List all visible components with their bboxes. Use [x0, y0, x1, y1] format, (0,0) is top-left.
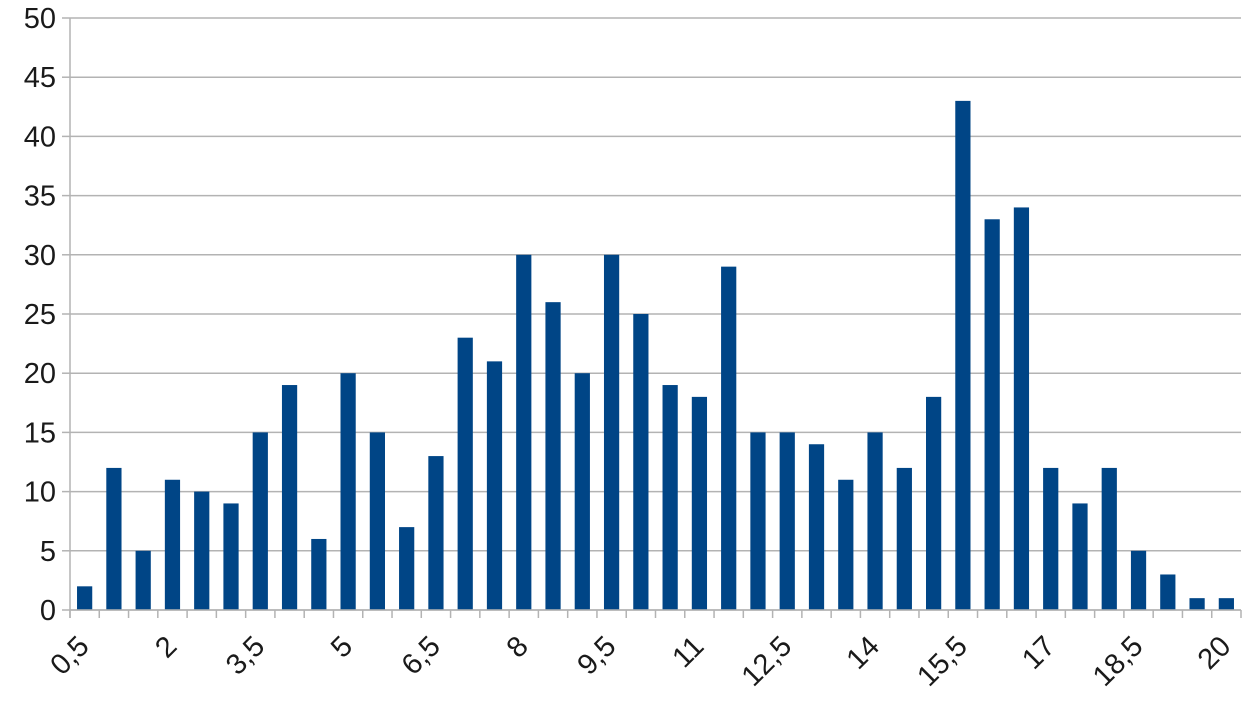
bar-18,5 — [1130, 550, 1147, 610]
bar-6,5 — [428, 456, 444, 610]
y-tick-label: 25 — [24, 299, 56, 331]
bar-17 — [1043, 467, 1059, 610]
bar-11,5 — [721, 266, 737, 610]
bar-1,5 — [135, 550, 151, 610]
bar-6 — [399, 527, 415, 610]
bar-14,5 — [896, 467, 912, 610]
bar-19,5 — [1189, 598, 1205, 610]
x-tick-label: 8 — [501, 630, 535, 664]
bar-16 — [984, 219, 1000, 610]
x-tick-label: 9,5 — [571, 630, 622, 681]
x-tick-label: 14 — [841, 630, 886, 675]
x-tick-label: 6,5 — [396, 630, 447, 681]
bar-2 — [164, 479, 181, 610]
bar-8 — [516, 254, 532, 611]
bar-9,5 — [603, 254, 620, 611]
bar-8,5 — [545, 302, 561, 610]
bar-1 — [106, 467, 122, 610]
bar-15 — [926, 396, 942, 610]
y-tick-label: 40 — [24, 121, 56, 153]
y-tick-label: 15 — [24, 417, 56, 449]
y-tick-label: 0 — [40, 595, 56, 627]
bar-17,5 — [1072, 503, 1088, 610]
y-axis-tick-labels: 0 5 10 15 20 25 30 35 40 45 50 — [24, 3, 56, 627]
bar-10,5 — [662, 385, 678, 610]
bar-7,5 — [486, 361, 503, 610]
bar-5,5 — [369, 432, 385, 610]
x-tick-label: 12,5 — [736, 630, 799, 693]
x-tick-label: 3,5 — [220, 630, 271, 681]
x-tick-label: 18,5 — [1087, 630, 1150, 693]
bar-18 — [1101, 467, 1117, 610]
gridlines — [70, 17, 1241, 611]
y-tick-label: 50 — [24, 3, 56, 35]
bar-4,5 — [311, 538, 327, 610]
x-tick-label: 11 — [666, 630, 710, 674]
x-tick-label: 0,5 — [44, 630, 95, 681]
bar-10 — [633, 314, 649, 610]
axes — [62, 17, 1242, 618]
bar-20 — [1218, 598, 1234, 610]
x-tick-label: 2 — [149, 630, 183, 664]
bar-9 — [574, 373, 590, 610]
y-tick-label: 45 — [24, 62, 56, 94]
y-tick-label: 10 — [24, 477, 56, 509]
bar-14 — [867, 432, 883, 610]
bar-0,5 — [77, 586, 93, 610]
y-tick-label: 5 — [40, 536, 56, 568]
bar-7 — [457, 337, 473, 610]
bar-4 — [281, 385, 298, 610]
bar-13 — [808, 444, 825, 610]
bar-15,5 — [955, 100, 971, 610]
bar-16,5 — [1013, 207, 1030, 610]
bar-11 — [691, 396, 708, 610]
bar-19 — [1160, 574, 1176, 610]
y-tick-label: 30 — [24, 240, 56, 272]
y-tick-label: 20 — [24, 358, 56, 390]
bar-2,5 — [194, 491, 210, 610]
x-tick-label: 5 — [325, 630, 359, 664]
x-tick-label: 20 — [1192, 630, 1237, 675]
bars — [77, 100, 1234, 611]
x-tick-label: 17 — [1016, 630, 1061, 675]
bar-12,5 — [779, 432, 795, 610]
bar-3 — [223, 503, 239, 610]
x-axis-tick-labels: 0,5 2 3,5 5 6,5 8 9,5 11 12,5 14 15,5 17 18,5 20 — [44, 630, 1237, 693]
x-tick-label: 15,5 — [911, 630, 974, 693]
bar-12 — [750, 432, 766, 610]
bar-3,5 — [252, 432, 268, 610]
y-tick-label: 35 — [24, 181, 56, 213]
bar-13,5 — [838, 479, 854, 610]
bar-5 — [340, 373, 356, 610]
